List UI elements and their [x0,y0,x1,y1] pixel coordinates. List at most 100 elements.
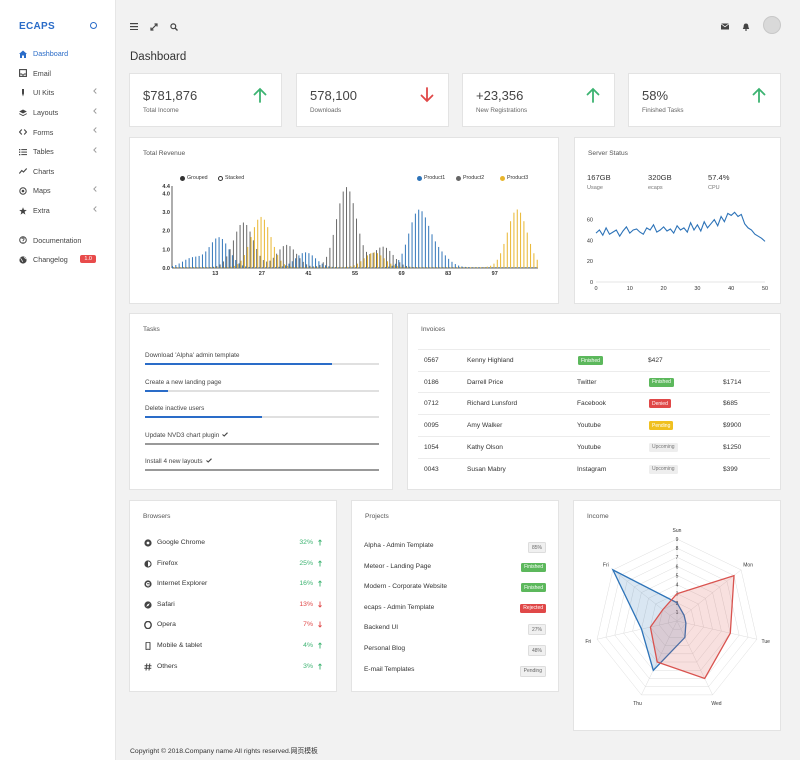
revenue-bar-product3 [490,265,492,268]
revenue-bar-product2 [439,267,441,268]
search-icon[interactable] [169,22,178,31]
task-item[interactable]: Install 4 new layouts [145,458,379,471]
menu-icon[interactable] [129,22,138,31]
sidebar-toggle-icon[interactable] [90,22,97,29]
revenue-bar-product1 [351,267,353,268]
sidebar-item-dashboard[interactable]: Dashboard [0,44,116,64]
revenue-bar-product1 [215,238,217,268]
revenue-bar-product2 [399,262,401,268]
sidebar-item-charts[interactable]: Charts [0,162,116,182]
invoice-source: Youtube [577,443,601,451]
sidebar-item-tables[interactable]: Tables [0,142,116,162]
fullscreen-icon[interactable] [149,22,158,31]
avatar[interactable] [763,16,781,34]
revenue-bar-product2 [309,265,311,268]
sidebar-item-layouts[interactable]: Layouts [0,103,116,123]
revenue-bar-product3 [273,246,275,268]
revenue-bar-product3 [406,267,408,268]
radar-grid-ring [623,566,731,671]
project-name: Alpha - Admin Template [364,542,434,549]
project-row[interactable]: Alpha - Admin Template 85% [364,539,546,560]
sidebar-item-maps[interactable]: Maps [0,181,116,201]
project-row[interactable]: Personal Blog 48% [364,642,546,663]
y-tick-label: 4.0 [162,191,170,197]
revenue-bar-product1 [441,251,443,268]
invoice-amount: $685 [723,400,738,408]
revenue-bar-product3 [416,267,418,268]
sidebar-item-label: Dashboard [33,49,69,59]
sidebar-item-ui-kits[interactable]: UI Kits [0,83,116,103]
mail-icon[interactable] [720,22,729,31]
sidebar-item-email[interactable]: Email [0,64,116,84]
stacked-toggle[interactable]: Stacked [218,175,244,181]
legend-item-product3[interactable]: Product3 [500,175,528,181]
arrow-up-icon [586,87,600,103]
stat-card: $781,876 Total Income [129,73,282,127]
radar-spoke [612,569,678,622]
legend-swatch [500,175,505,181]
legend-item-product2[interactable]: Product2 [456,175,484,181]
invoice-row[interactable]: 0712 Richard Lunsford Facebook Denied $685 [418,392,770,414]
legend-item-product1[interactable]: Product1 [417,175,445,181]
invoice-row[interactable]: 1054 Kathy Olson Youtube Upcoming $1250 [418,435,770,458]
sidebar-item-forms[interactable]: Forms [0,122,116,142]
revenue-bar-product2 [372,252,374,268]
stat-value: +23,356 [476,88,524,103]
sidebar-item-documentation[interactable]: Documentation [0,230,116,250]
revenue-bar-product1 [195,256,197,268]
revenue-bar-product3 [520,212,522,268]
sidebar-item-changelog[interactable]: Changelog 1.0 [0,250,116,270]
revenue-bar-product1 [398,259,400,268]
project-row[interactable]: Meteor - Landing Page Finished [364,560,546,581]
revenue-bar-product3 [370,253,372,268]
revenue-bar-product1 [381,267,383,268]
invoice-source: Twitter [577,378,597,386]
revenue-bar-product2 [322,262,324,268]
invoice-row[interactable]: 0567 Kenny Highland Finished $427 [418,349,770,371]
project-row[interactable]: Modern - Corporate Website Finished [364,580,546,601]
revenue-bar-product1 [285,265,287,268]
revenue-bar-product1 [191,257,193,268]
revenue-bar-product3 [293,267,295,268]
revenue-bar-product2 [522,267,524,268]
y-tick-label: 20 [587,259,593,265]
brand-logo[interactable]: ECAPS [19,21,55,32]
revenue-bar-product2 [212,266,214,268]
bell-icon[interactable] [741,22,750,31]
revenue-bar-product3 [347,266,349,268]
project-row[interactable]: Backend UI 27% [364,621,546,642]
revenue-bar-product2 [435,267,437,268]
x-tick-label: 20 [661,286,667,292]
topbar [116,0,800,50]
invoice-row[interactable]: 0186 Darrell Price Twitter Finished $1714 [418,370,770,393]
arrow-down-icon [318,621,322,630]
revenue-bar-product1 [251,267,253,268]
radar-spoke [676,569,742,622]
grouped-toggle[interactable]: Grouped [180,175,208,181]
revenue-bar-product1 [235,260,237,268]
revenue-bar-product2 [499,267,501,268]
revenue-bar-product2 [462,267,464,268]
revenue-bar-product2 [316,266,318,268]
revenue-bar-product1 [301,253,303,268]
task-item[interactable]: Create a new landing page [145,379,379,392]
task-item[interactable]: Delete inactive users [145,405,379,418]
revenue-bar-product1 [315,258,317,268]
revenue-bar-product1 [341,267,343,268]
revenue-bar-product1 [358,267,360,268]
revenue-bar-product1 [471,267,473,268]
project-status-badge: 85% [527,542,546,553]
revenue-bar-product2 [535,267,537,268]
invoice-amount: $9900 [723,422,742,430]
revenue-bar-product2 [362,245,364,268]
revenue-bar-product3 [453,267,455,268]
invoices-card: Invoices 0567 Kenny Highland Finished $427 0… [407,313,781,490]
invoice-row[interactable]: 0095 Amy Walker Youtube Pending $9900 [418,414,770,436]
project-row[interactable]: E-mail Templates Pending [364,663,546,684]
revenue-bar-product1 [228,249,230,268]
task-item[interactable]: Download 'Alpha' admin template [145,352,379,365]
project-row[interactable]: ecaps - Admin Template Rejected [364,601,546,622]
sidebar-item-extra[interactable]: Extra [0,201,116,221]
task-item[interactable]: Update NVD3 chart plugin [145,432,379,445]
invoice-row[interactable]: 0043 Susan Mabry Instagram Upcoming $399 [418,457,770,480]
